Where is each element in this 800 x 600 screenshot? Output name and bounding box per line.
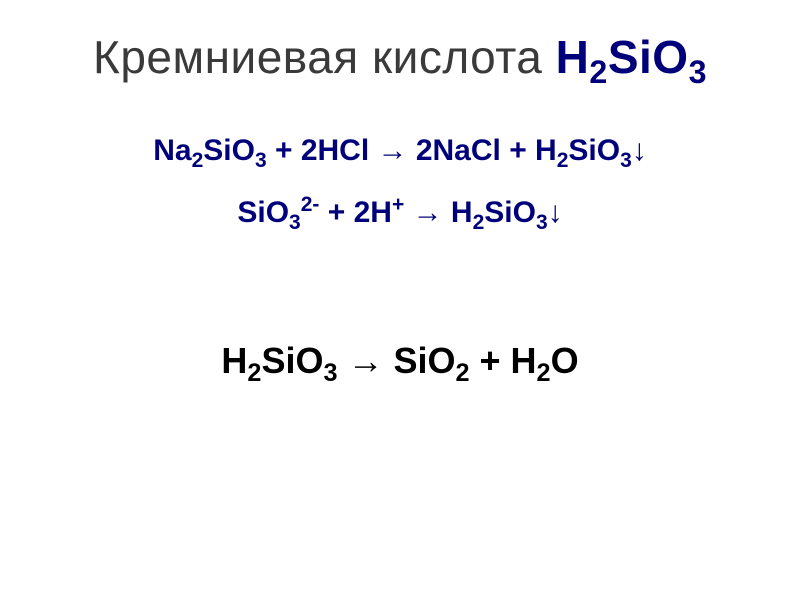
eq2-s2: 2 [473, 211, 485, 234]
eq3-p1: H [221, 340, 247, 381]
eq3-s1: 2 [247, 359, 261, 387]
eq1-s1: 2 [192, 149, 204, 172]
title-formula: H2SiO3 [556, 31, 707, 83]
eq2-p3: → H [404, 196, 472, 229]
eq3-p5: O [551, 340, 579, 381]
eq3-s3: 2 [456, 359, 470, 387]
eq2-s3: 3 [536, 211, 548, 234]
eq1-s2: 3 [255, 149, 267, 172]
eq3-s2: 3 [323, 359, 337, 387]
eq3-p2: SiO [261, 340, 323, 381]
eq3-p3: → SiO [337, 340, 455, 381]
equation-1: Na2SiO3 + 2HCl → 2NaCl + H2SiO3↓ [50, 134, 750, 168]
eq1-p3: + 2HCl → 2NaCl + H [267, 134, 557, 167]
slide-title: Кремниевая кислота H2SiO3 [50, 30, 750, 84]
eq3-s4: 2 [537, 359, 551, 387]
equations-block: Na2SiO3 + 2HCl → 2NaCl + H2SiO3↓ SiO32- … [50, 134, 750, 382]
title-formula-sio: SiO [608, 31, 689, 83]
eq1-p4: SiO [568, 134, 620, 167]
eq2-p5: ↓ [548, 196, 563, 229]
eq1-p5: ↓ [632, 134, 647, 167]
slide-container: Кремниевая кислота H2SiO3 Na2SiO3 + 2HCl… [0, 0, 800, 600]
title-formula-sub2: 3 [689, 54, 707, 90]
equation-2: SiO32- + 2H+ → H2SiO3↓ [50, 196, 750, 230]
eq2-s1: 3 [289, 211, 301, 234]
title-text: Кремниевая кислота [93, 31, 556, 83]
eq2-p4: SiO [484, 196, 536, 229]
eq3-p4: + H [470, 340, 537, 381]
title-formula-h: H [556, 31, 590, 83]
eq1-s4: 3 [620, 149, 632, 172]
equation-3: H2SiO3 → SiO2 + H2O [50, 340, 750, 382]
eq1-p1: Na [153, 134, 191, 167]
eq2-p1: SiO [237, 196, 289, 229]
eq1-p2: SiO [203, 134, 255, 167]
eq2-sup2: + [392, 193, 404, 216]
eq2-p2: + 2H [319, 196, 392, 229]
eq1-s3: 2 [557, 149, 569, 172]
eq2-sup1: 2- [301, 193, 320, 216]
title-formula-sub1: 2 [589, 54, 607, 90]
